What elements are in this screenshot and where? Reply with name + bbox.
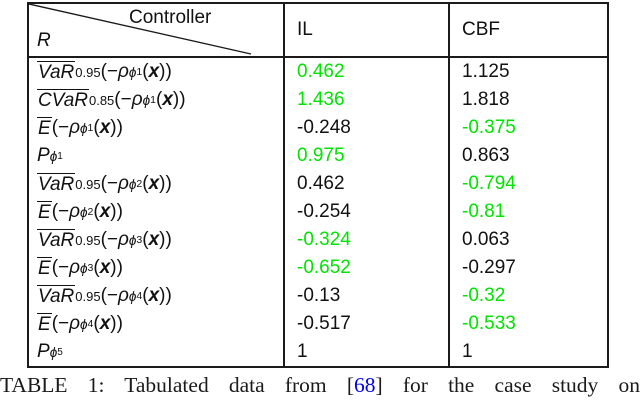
row-label: E (− ρ ϕ 4(x)) [37,313,123,336]
row-label: E (− ρ ϕ 1(x)) [37,117,123,140]
il-value-cell: -0.254 [283,198,448,226]
column-header-il: IL [283,4,448,58]
cbf-value-cell: 0.863 [448,142,607,170]
il-value-cell: 0.462 [283,170,448,198]
il-value-cell: 1 [283,338,448,366]
row-label: VaR 0.95 (− ρ ϕ 2(x)) [37,173,172,196]
results-table: Controller R IL CBF VaR 0.95 (− ρ ϕ 1(x)) 0.4… [27,2,609,368]
il-value-cell: -0.248 [283,114,448,142]
il-value-cell: 0.462 [283,58,448,86]
diagonal-line [29,4,252,55]
row-label: VaR 0.95 (− ρ ϕ 3(x)) [37,229,172,252]
cbf-value-cell: -0.533 [448,310,607,338]
row-label: E (− ρ ϕ 3(x)) [37,257,123,280]
il-value-cell: -0.324 [283,226,448,254]
il-value-cell: -0.652 [283,254,448,282]
cbf-value-cell: -0.81 [448,198,607,226]
citation-link[interactable]: 68 [354,373,376,397]
r-header-label: R [37,30,51,51]
cbf-value-cell: 1.818 [448,86,607,114]
il-value-cell: 0.975 [283,142,448,170]
cbf-value-cell: -0.794 [448,170,607,198]
column-header-cbf: CBF [448,4,607,58]
row-label: VaR 0.95 (− ρ ϕ 4(x)) [37,285,172,308]
cbf-value-cell: -0.297 [448,254,607,282]
cbf-value-cell: -0.32 [448,282,607,310]
caption-prefix: TABLE 1: Tabulated data from [ [0,373,354,397]
cbf-value-cell: 1.125 [448,58,607,86]
il-value-cell: -0.517 [283,310,448,338]
row-label: VaR 0.95 (− ρ ϕ 1(x)) [37,61,172,84]
il-value-cell: 1.436 [283,86,448,114]
row-label: CVaR 0.85 (− ρ ϕ 1(x)) [37,89,186,112]
table-caption: TABLE 1: Tabulated data from [68] for th… [0,373,640,398]
cbf-value-cell: 0.063 [448,226,607,254]
row-label: E (− ρ ϕ 2(x)) [37,201,123,224]
il-value-cell: -0.13 [283,282,448,310]
table-header-diagonal-cell: Controller R [29,4,283,58]
caption-suffix: ] for the case study on [375,373,640,397]
cbf-value-cell: -0.375 [448,114,607,142]
controller-header-label: Controller [129,7,212,28]
cbf-value-cell: 1 [448,338,607,366]
